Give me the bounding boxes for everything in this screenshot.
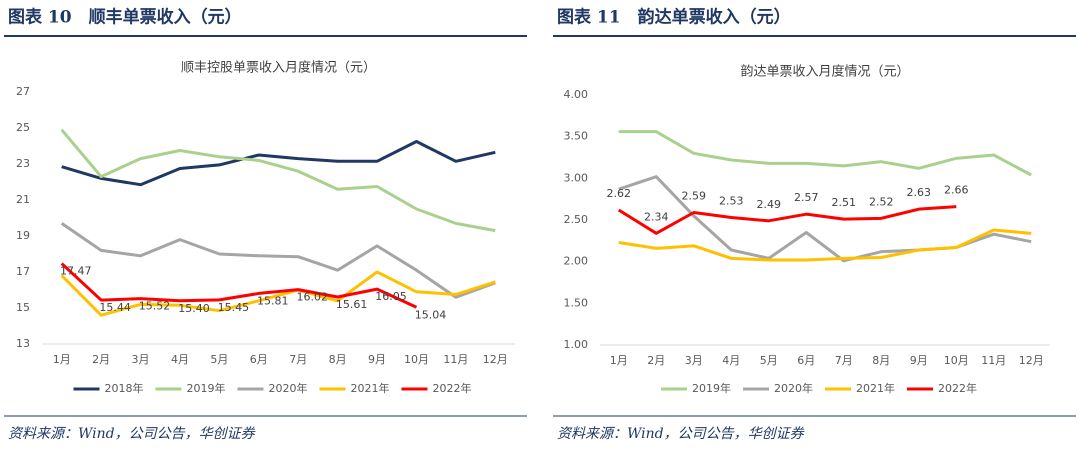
y-tick-label: 17 xyxy=(16,265,30,278)
legend-label: 2020年 xyxy=(774,381,813,395)
y-tick-label: 21 xyxy=(16,193,30,206)
x-tick-label: 5月 xyxy=(210,353,228,366)
x-tick-label: 7月 xyxy=(835,354,853,367)
y-tick-label: 23 xyxy=(16,157,30,170)
x-tick-label: 9月 xyxy=(368,353,386,366)
data-label: 2.52 xyxy=(869,195,894,208)
x-tick-label: 5月 xyxy=(760,354,778,367)
chart-title: 顺丰控股单票收入月度情况（元） xyxy=(181,60,376,76)
series-line xyxy=(60,262,418,309)
x-tick-label: 1月 xyxy=(610,354,628,367)
x-tick-label: 11月 xyxy=(981,354,1006,367)
legend-label: 2021年 xyxy=(351,381,390,395)
x-tick-label: 10月 xyxy=(404,353,429,366)
y-tick-label: 3.00 xyxy=(564,171,589,184)
data-label: 17.47 xyxy=(60,265,92,278)
x-tick-label: 12月 xyxy=(483,353,508,366)
y-tick-label: 2.50 xyxy=(564,213,589,226)
figure-title: 图表 11 韵达单票收入（元） xyxy=(557,7,791,28)
data-label: 2.53 xyxy=(719,195,744,208)
x-tick-label: 11月 xyxy=(443,353,468,366)
x-tick-label: 4月 xyxy=(171,353,189,366)
x-tick-label: 4月 xyxy=(722,354,740,367)
y-tick-label: 25 xyxy=(16,121,30,134)
series-line xyxy=(617,205,957,235)
figure-title: 图表 10 顺丰单票收入（元） xyxy=(8,7,242,28)
x-tick-label: 8月 xyxy=(872,354,890,367)
chart-title: 韵达单票收入月度情况（元） xyxy=(740,64,909,80)
data-label: 15.45 xyxy=(218,301,250,314)
data-label: 2.66 xyxy=(944,184,969,197)
y-tick-label: 13 xyxy=(16,337,30,350)
y-tick-label: 3.50 xyxy=(564,130,589,143)
x-tick-label: 3月 xyxy=(685,354,703,367)
series-line xyxy=(618,228,1032,262)
data-label: 2.63 xyxy=(907,186,932,199)
y-tick-label: 1.50 xyxy=(564,296,589,309)
data-label: 15.40 xyxy=(178,302,210,315)
y-tick-label: 4.00 xyxy=(564,88,589,101)
legend-label: 2019年 xyxy=(187,381,226,395)
series-line xyxy=(61,140,496,187)
data-label: 2.57 xyxy=(794,191,819,204)
x-tick-label: 8月 xyxy=(329,353,347,366)
legend-label: 2022年 xyxy=(433,381,472,395)
x-tick-label: 10月 xyxy=(944,354,969,367)
y-tick-label: 15 xyxy=(16,301,30,314)
x-tick-label: 1月 xyxy=(53,353,71,366)
legend-label: 2022年 xyxy=(938,381,977,395)
data-label: 2.62 xyxy=(607,187,632,200)
x-tick-label: 3月 xyxy=(132,353,150,366)
x-tick-label: 9月 xyxy=(910,354,928,367)
series-line xyxy=(60,222,496,299)
data-label: 2.34 xyxy=(644,210,669,223)
y-tick-label: 19 xyxy=(16,229,30,242)
x-tick-label: 2月 xyxy=(92,353,110,366)
data-label: 2.59 xyxy=(682,190,707,203)
x-tick-label: 2月 xyxy=(647,354,665,367)
series-line xyxy=(618,130,1032,177)
data-label: 2.49 xyxy=(757,198,782,211)
data-label: 2.51 xyxy=(832,196,857,209)
source-note: 资料来源：Wind，公司公告，华创证券 xyxy=(8,426,256,442)
legend-label: 2018年 xyxy=(105,381,144,395)
series-line xyxy=(60,270,496,317)
data-label: 15.04 xyxy=(415,308,447,321)
x-tick-label: 12月 xyxy=(1019,354,1044,367)
y-tick-label: 27 xyxy=(16,85,30,98)
data-label: 15.81 xyxy=(257,294,289,307)
series-line xyxy=(60,128,496,233)
legend-label: 2019年 xyxy=(692,381,731,395)
data-label: 15.61 xyxy=(336,298,368,311)
source-note: 资料来源：Wind，公司公告，华创证券 xyxy=(557,426,805,442)
legend-label: 2021年 xyxy=(856,381,895,395)
data-label: 16.02 xyxy=(296,291,328,304)
x-tick-label: 7月 xyxy=(289,353,307,366)
data-label: 15.52 xyxy=(139,300,171,313)
legend-label: 2020年 xyxy=(269,381,308,395)
x-tick-label: 6月 xyxy=(250,353,268,366)
y-tick-label: 2.00 xyxy=(564,255,589,268)
x-tick-label: 6月 xyxy=(797,354,815,367)
data-label: 16.05 xyxy=(375,290,407,303)
data-label: 15.44 xyxy=(99,301,131,314)
y-tick-label: 1.00 xyxy=(564,338,589,351)
